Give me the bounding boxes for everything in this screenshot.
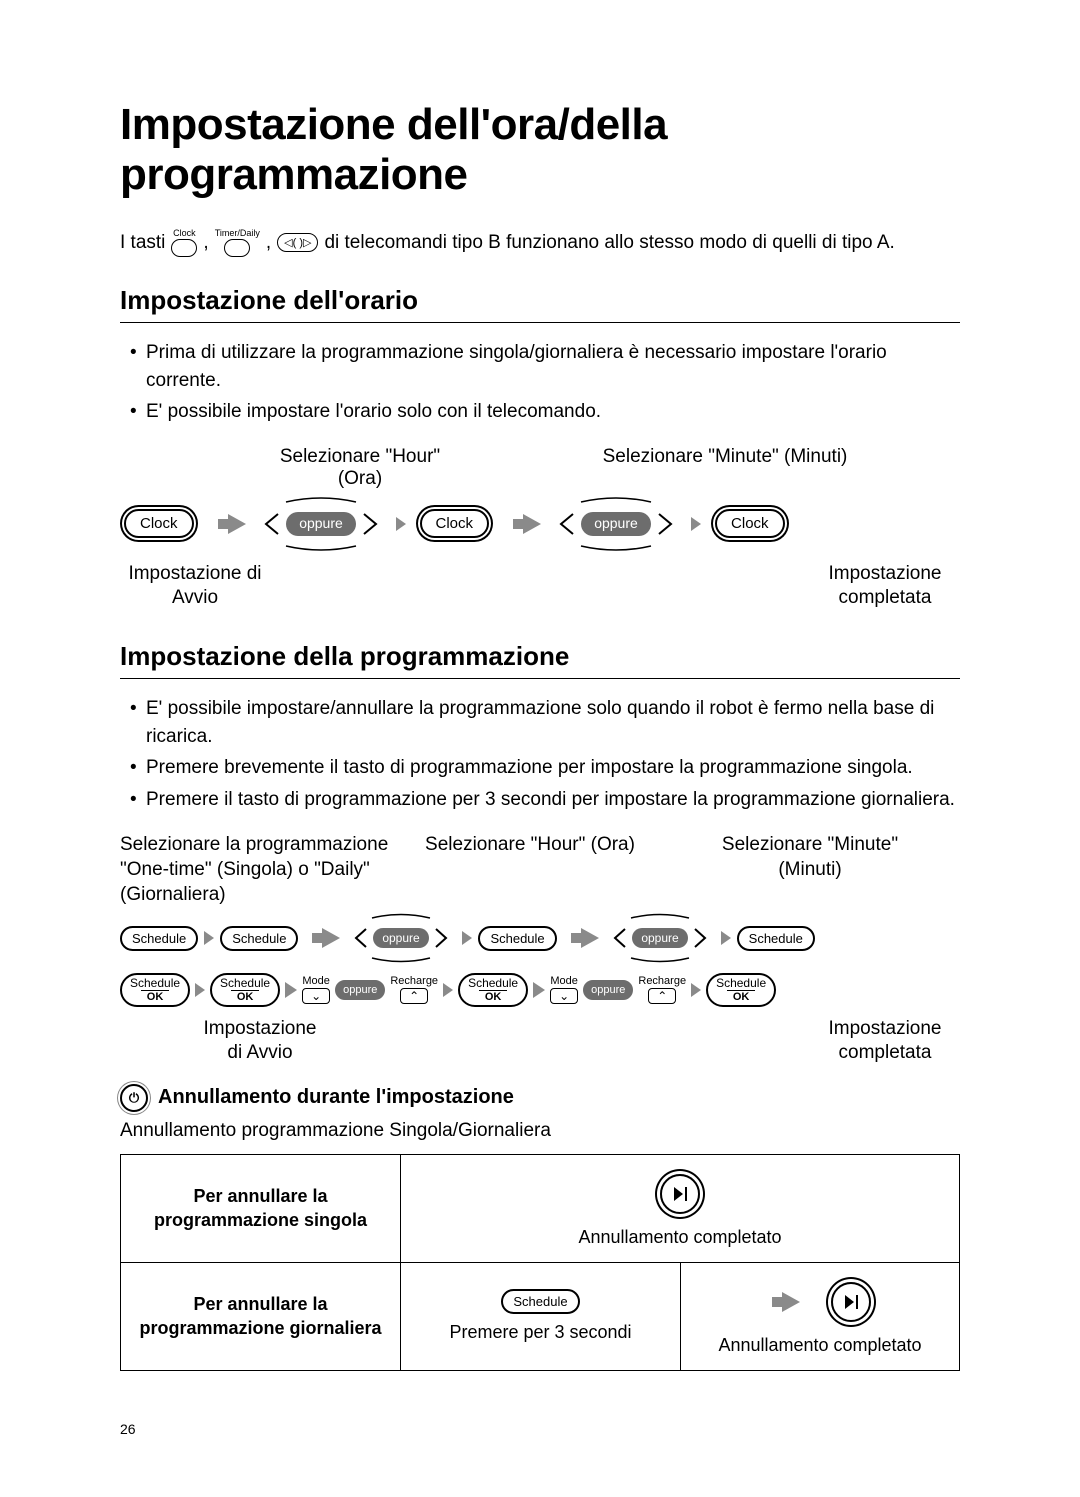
svg-text:oppure: oppure <box>383 931 421 945</box>
cancel-row2-label: Per annullare la programmazione giornali… <box>121 1262 401 1370</box>
cancel-row1-content: Annullamento completato <box>401 1154 960 1262</box>
schedule-bullet-3: Premere il tasto di programmazione per 3… <box>124 786 960 814</box>
schedule-button: Schedule <box>501 1289 579 1314</box>
clock-caption-done: Impostazione completata <box>810 562 960 611</box>
mode-button: Mode ⌄ <box>302 975 330 1004</box>
timer-daily-button-icon: Timer/Daily <box>215 228 260 257</box>
schedule-label-mode: Selezionare la programmazione "One-time"… <box>120 833 400 907</box>
triangle-right-icon <box>691 983 701 997</box>
recharge-button: Recharge ⌃ <box>390 975 438 1004</box>
chevron-group: oppure <box>256 496 386 552</box>
clock-bullet-2: E' possibile impostare l'orario solo con… <box>124 398 960 426</box>
intro-prefix: I tasti <box>120 232 165 254</box>
triangle-right-icon <box>195 983 205 997</box>
chevron-group: oppure <box>346 913 456 963</box>
cancel-row1-result: Annullamento completato <box>411 1227 949 1248</box>
clock-button: Clock <box>124 509 194 538</box>
triangle-right-icon <box>396 517 406 531</box>
triangle-right-icon <box>462 931 472 945</box>
section-clock-heading: Impostazione dell'orario <box>120 285 960 323</box>
schedule-flow-row2: Schedule OK Schedule OK Mode ⌄ oppure Re… <box>120 973 960 1006</box>
schedule-caption-start: Impostazione di Avvio <box>120 1017 320 1066</box>
arrow-right-icon <box>322 928 340 948</box>
schedule-ok-button: Schedule OK <box>706 973 776 1006</box>
cancel-table: Per annullare la programmazione singola … <box>120 1154 960 1371</box>
section-schedule-heading: Impostazione della programmazione <box>120 641 960 679</box>
oppure-pill: oppure <box>335 980 385 1000</box>
recharge-button: Recharge ⌃ <box>638 975 686 1004</box>
schedule-button: Schedule <box>478 926 556 951</box>
power-icon: ⏻ <box>120 1084 148 1112</box>
page-title: Impostazione dell'ora/della programmazio… <box>120 100 960 200</box>
clock-bullets: Prima di utilizzare la programmazione si… <box>120 339 960 426</box>
cancel-heading: Annullamento durante l'impostazione <box>158 1086 514 1109</box>
schedule-flow-row1: Schedule Schedule oppure Schedule oppure… <box>120 913 960 963</box>
clock-label-minute: Selezionare "Minute" (Minuti) <box>460 446 960 490</box>
arrow-right-icon <box>581 928 599 948</box>
arrow-right-icon <box>533 982 545 998</box>
schedule-bullet-1: E' possibile impostare/annullare la prog… <box>124 695 960 750</box>
svg-text:oppure: oppure <box>641 931 679 945</box>
schedule-button: Schedule <box>220 926 298 951</box>
cancel-subheading: Annullamento programmazione Singola/Gior… <box>120 1120 960 1142</box>
cancel-row2-result-cell: Annullamento completato <box>681 1262 960 1370</box>
mode-button: Mode ⌄ <box>550 975 578 1004</box>
arrow-right-icon <box>523 514 541 534</box>
cancel-row2-action: Premere per 3 secondi <box>411 1322 670 1343</box>
clock-caption-start: Impostazione di Avvio <box>120 562 270 611</box>
schedule-ok-button: Schedule OK <box>210 973 280 1006</box>
intro-line: I tasti Clock , Timer/Daily , ◁( )▷ di t… <box>120 228 960 257</box>
schedule-ok-button: Schedule OK <box>458 973 528 1006</box>
direction-pad-icon: ◁( )▷ <box>277 233 318 252</box>
schedule-label-minute: Selezionare "Minute" (Minuti) <box>660 833 960 907</box>
intro-suffix: di telecomandi tipo B funzionano allo st… <box>324 232 894 254</box>
triangle-right-icon <box>721 931 731 945</box>
play-stop-icon <box>660 1174 700 1214</box>
arrow-right-icon <box>285 982 297 998</box>
svg-text:oppure: oppure <box>299 515 343 531</box>
schedule-button: Schedule <box>737 926 815 951</box>
clock-button: Clock <box>715 509 785 538</box>
schedule-button: Schedule <box>120 926 198 951</box>
oppure-pill: oppure <box>583 980 633 1000</box>
play-stop-icon <box>831 1282 871 1322</box>
clock-bullet-1: Prima di utilizzare la programmazione si… <box>124 339 960 394</box>
triangle-right-icon <box>691 517 701 531</box>
triangle-right-icon <box>204 931 214 945</box>
table-row: Per annullare la programmazione giornali… <box>121 1262 960 1370</box>
cancel-row2-action-cell: Schedule Premere per 3 secondi <box>401 1262 681 1370</box>
schedule-bullet-2: Premere brevemente il tasto di programma… <box>124 754 960 782</box>
schedule-bullets: E' possibile impostare/annullare la prog… <box>120 695 960 813</box>
page-number: 26 <box>120 1421 960 1437</box>
clock-flow-row: Clock oppure Clock oppure <box>120 496 960 552</box>
arrow-right-icon <box>782 1292 800 1312</box>
cancel-row2-result: Annullamento completato <box>691 1335 949 1356</box>
chevron-group: oppure <box>551 496 681 552</box>
clock-label-hour: Selezionare "Hour" (Ora) <box>120 446 460 490</box>
schedule-label-hour: Selezionare "Hour" (Ora) <box>400 833 660 907</box>
cancel-row1-label: Per annullare la programmazione singola <box>121 1154 401 1262</box>
clock-button: Clock <box>420 509 490 538</box>
svg-text:oppure: oppure <box>594 515 638 531</box>
schedule-ok-button: Schedule OK <box>120 973 190 1006</box>
triangle-right-icon <box>443 983 453 997</box>
arrow-right-icon <box>228 514 246 534</box>
chevron-group: oppure <box>605 913 715 963</box>
table-row: Per annullare la programmazione singola … <box>121 1154 960 1262</box>
schedule-caption-done: Impostazione completata <box>810 1017 960 1066</box>
clock-button-icon: Clock <box>171 228 197 257</box>
